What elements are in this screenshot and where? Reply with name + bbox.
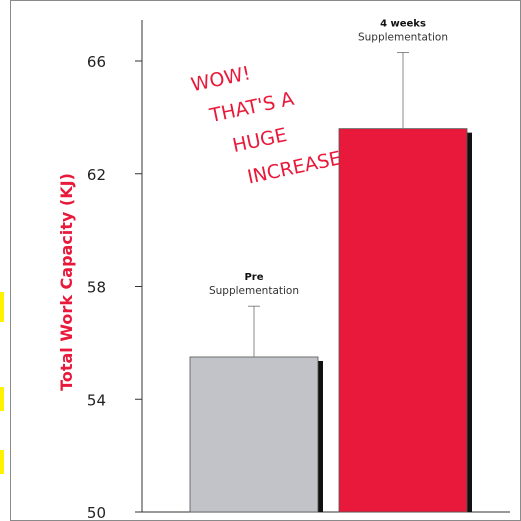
- y-axis: 50 54 58 62 66: [87, 20, 510, 521]
- handwritten-annotation: WOW! THAT'S A HUGE INCREASE!: [189, 62, 351, 189]
- y-tick-label: 62: [87, 166, 106, 184]
- bar: [338, 128, 468, 513]
- annotation-line: HUGE: [231, 124, 289, 157]
- bar-title-label: 4 weeks: [380, 19, 426, 30]
- bar-title-label: Pre: [244, 272, 263, 283]
- annotation-line: THAT'S A: [207, 88, 296, 127]
- highlight-mark: [0, 387, 4, 411]
- highlight-mark: [0, 292, 4, 322]
- bars: Pre Supplementation 4 weeks Supplementation: [189, 19, 472, 513]
- y-tick-label: 58: [87, 279, 106, 297]
- bar-subtitle-label: Supplementation: [209, 285, 299, 297]
- annotation-line: WOW!: [189, 62, 252, 96]
- bar: [189, 356, 319, 513]
- y-axis-label: Total Work Capacity (KJ): [57, 173, 76, 391]
- y-tick-label: 54: [87, 391, 106, 409]
- bar-subtitle-label: Supplementation: [358, 32, 448, 44]
- y-tick-label: 66: [87, 53, 106, 71]
- highlight-marks: [0, 292, 4, 474]
- highlight-mark: [0, 450, 4, 474]
- annotation-line: INCREASE!: [245, 146, 350, 189]
- y-tick-label: 50: [87, 504, 106, 521]
